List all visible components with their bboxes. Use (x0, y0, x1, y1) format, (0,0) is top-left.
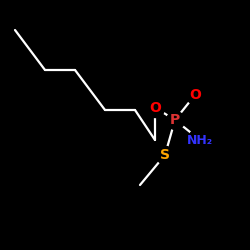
Text: S: S (160, 148, 170, 162)
Text: O: O (189, 88, 201, 102)
Text: O: O (149, 100, 161, 114)
Text: P: P (170, 113, 180, 127)
Text: NH₂: NH₂ (187, 134, 213, 146)
